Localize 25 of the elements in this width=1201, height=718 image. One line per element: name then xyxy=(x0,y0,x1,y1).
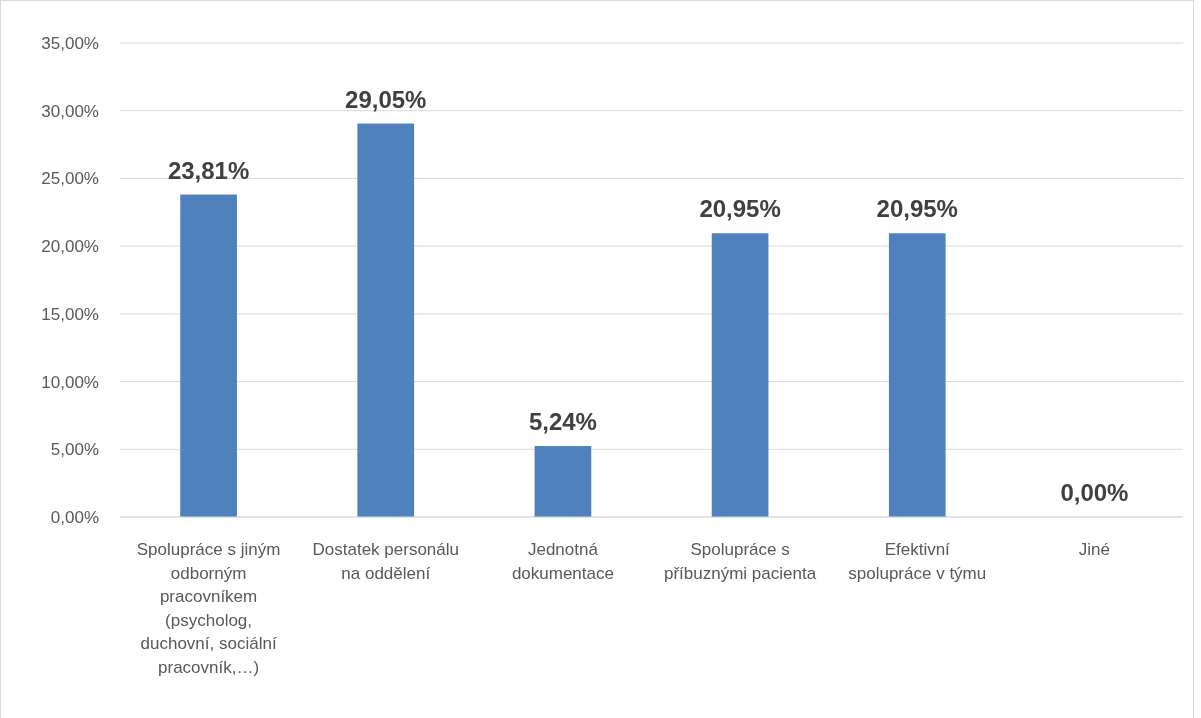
x-tick-label: Spolupráce s jiným odborným pracovníkem (psycholog, duchovní, sociální pracovník,…) xyxy=(136,540,281,677)
bar xyxy=(888,233,946,517)
data-label: 23,81% xyxy=(167,156,250,184)
data-label: 0,00% xyxy=(1060,479,1129,506)
y-tick-label: 5,00% xyxy=(50,440,99,460)
y-tick-label: 0,00% xyxy=(50,507,99,527)
y-tick-label: 25,00% xyxy=(41,169,99,189)
bar xyxy=(180,194,237,517)
x-tick-label: Jiné xyxy=(1078,540,1111,559)
x-tick-label: Efektivní spolupráce v týmu xyxy=(848,540,987,583)
y-tick-label: 15,00% xyxy=(41,304,99,324)
data-label: 29,05% xyxy=(345,85,427,113)
x-tick-label: Jednotná dokumentace xyxy=(511,540,614,583)
y-tick-label: 30,00% xyxy=(41,101,99,121)
y-tick-label: 10,00% xyxy=(41,372,99,392)
bar xyxy=(711,233,769,517)
bar xyxy=(357,123,415,517)
data-label: 20,95% xyxy=(699,195,781,223)
bar xyxy=(534,446,592,517)
data-label: 20,95% xyxy=(876,195,958,223)
y-tick-label: 35,00% xyxy=(41,33,99,53)
data-label: 5,24% xyxy=(528,408,597,436)
y-tick-label: 20,00% xyxy=(41,237,99,257)
x-tick-label: Spolupráce s příbuznými pacienta xyxy=(664,540,817,583)
x-tick-label: Dostatek personálu na oddělení xyxy=(312,540,459,583)
